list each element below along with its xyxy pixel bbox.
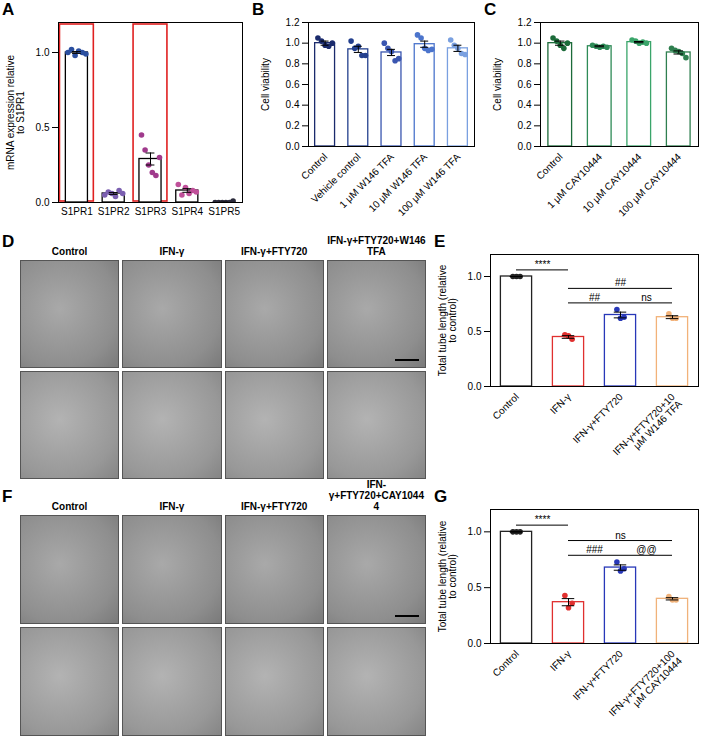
svg-text:Control: Control — [490, 648, 521, 679]
svg-text:IFN-γ+FTY720+100μM CAY10444: IFN-γ+FTY720+100μM CAY10444 — [607, 648, 685, 726]
html-text:IFN-γ+FTY720: IFN-γ+FTY720 — [240, 246, 308, 257]
html-text:C: C — [484, 0, 497, 19]
svg-text:100 μM W146 TFA: 100 μM W146 TFA — [396, 151, 463, 218]
svg-text:0.0: 0.0 — [468, 381, 482, 392]
svg-text:Total tube length (relativeto: Total tube length (relativeto control) — [437, 520, 458, 632]
svg-text:IFN-γ+FTY720: IFN-γ+FTY720 — [571, 648, 626, 703]
svg-text:##: ## — [615, 277, 627, 288]
svg-text:0.0: 0.0 — [36, 197, 50, 208]
svg-text:Cell viability: Cell viability — [260, 58, 271, 111]
svg-text:0.2: 0.2 — [518, 120, 532, 131]
svg-text:S1PR3: S1PR3 — [135, 206, 167, 217]
svg-text:S1PR4: S1PR4 — [171, 206, 203, 217]
svg-text:Vehicle control: Vehicle control — [309, 151, 363, 205]
svg-text:1 μM W146 TFA: 1 μM W146 TFA — [337, 151, 396, 210]
html-text:IFN-γ+FTY720+CAY10444: IFN-γ+FTY720+CAY10444 — [328, 479, 424, 512]
svg-text:1.0: 1.0 — [468, 526, 482, 537]
svg-text:Total tube length (relativeto: Total tube length (relativeto control) — [437, 264, 458, 376]
svg-text:0.0: 0.0 — [286, 141, 300, 152]
svg-text:10 μM CAY10444: 10 μM CAY10444 — [580, 151, 644, 215]
svg-text:0.2: 0.2 — [286, 120, 300, 131]
svg-text:1.2: 1.2 — [286, 17, 300, 28]
svg-text:10 μM W146 TFA: 10 μM W146 TFA — [366, 151, 429, 214]
html-text:IFN-γ: IFN-γ — [159, 501, 185, 512]
html-text:F: F — [2, 487, 13, 506]
svg-text:0.8: 0.8 — [518, 58, 532, 69]
svg-text:Control: Control — [490, 391, 521, 422]
svg-text:S1PR5: S1PR5 — [208, 206, 240, 217]
svg-text:1.0: 1.0 — [286, 37, 300, 48]
svg-text:IFN-γ: IFN-γ — [548, 391, 573, 416]
svg-text:0.6: 0.6 — [518, 79, 532, 90]
html-text:Control: Control — [51, 501, 88, 512]
svg-text:1.2: 1.2 — [518, 17, 532, 28]
svg-text:****: **** — [535, 514, 551, 525]
svg-text:ns: ns — [615, 530, 626, 541]
html-text:Control: Control — [51, 246, 88, 257]
svg-text:1.0: 1.0 — [518, 37, 532, 48]
svg-text:100 μM CAY10444: 100 μM CAY10444 — [616, 151, 683, 218]
svg-text:1.0: 1.0 — [468, 271, 482, 282]
html-text:IFN-γ: IFN-γ — [159, 246, 185, 257]
html-text:D: D — [2, 232, 15, 251]
svg-text:0.0: 0.0 — [468, 638, 482, 649]
svg-text:0.6: 0.6 — [286, 79, 300, 90]
svg-text:0.0: 0.0 — [518, 141, 532, 152]
svg-text:Control: Control — [299, 151, 330, 182]
html-text:A: A — [2, 0, 15, 19]
svg-text:0.8: 0.8 — [286, 58, 300, 69]
svg-text:0.5: 0.5 — [36, 122, 50, 133]
svg-text:S1PR1: S1PR1 — [61, 206, 93, 217]
svg-text:0.5: 0.5 — [468, 582, 482, 593]
svg-text:****: **** — [535, 259, 551, 270]
svg-text:###: ### — [586, 544, 603, 555]
svg-text:0.4: 0.4 — [518, 99, 532, 110]
html-text:B: B — [252, 0, 265, 19]
html-text:E: E — [434, 232, 446, 251]
svg-text:@@: @@ — [636, 544, 656, 555]
svg-text:1.0: 1.0 — [36, 47, 50, 58]
svg-text:1 μM CAY10444: 1 μM CAY10444 — [544, 151, 605, 211]
svg-text:mRNA expression relativeto S1P: mRNA expression relativeto S1PR1 — [5, 55, 26, 170]
svg-text:0.5: 0.5 — [468, 326, 482, 337]
svg-text:0.4: 0.4 — [286, 99, 300, 110]
svg-text:##: ## — [589, 292, 601, 303]
svg-text:IFN-γ+FTY720+10μM W146 TFA: IFN-γ+FTY720+10μM W146 TFA — [611, 391, 685, 465]
html-text:IFN-γ+FTY720: IFN-γ+FTY720 — [240, 501, 308, 512]
svg-text:IFN-γ+FTY720: IFN-γ+FTY720 — [571, 391, 626, 446]
svg-text:Control: Control — [534, 151, 565, 182]
svg-text:IFN-γ: IFN-γ — [548, 648, 573, 673]
html-text:IFN-γ+FTY720+W146 TFA: IFN-γ+FTY720+W146 TFA — [327, 235, 426, 257]
svg-text:ns: ns — [641, 292, 652, 303]
svg-text:Cell viability: Cell viability — [492, 58, 503, 111]
html-text:G: G — [434, 487, 448, 506]
svg-text:S1PR2: S1PR2 — [98, 206, 130, 217]
